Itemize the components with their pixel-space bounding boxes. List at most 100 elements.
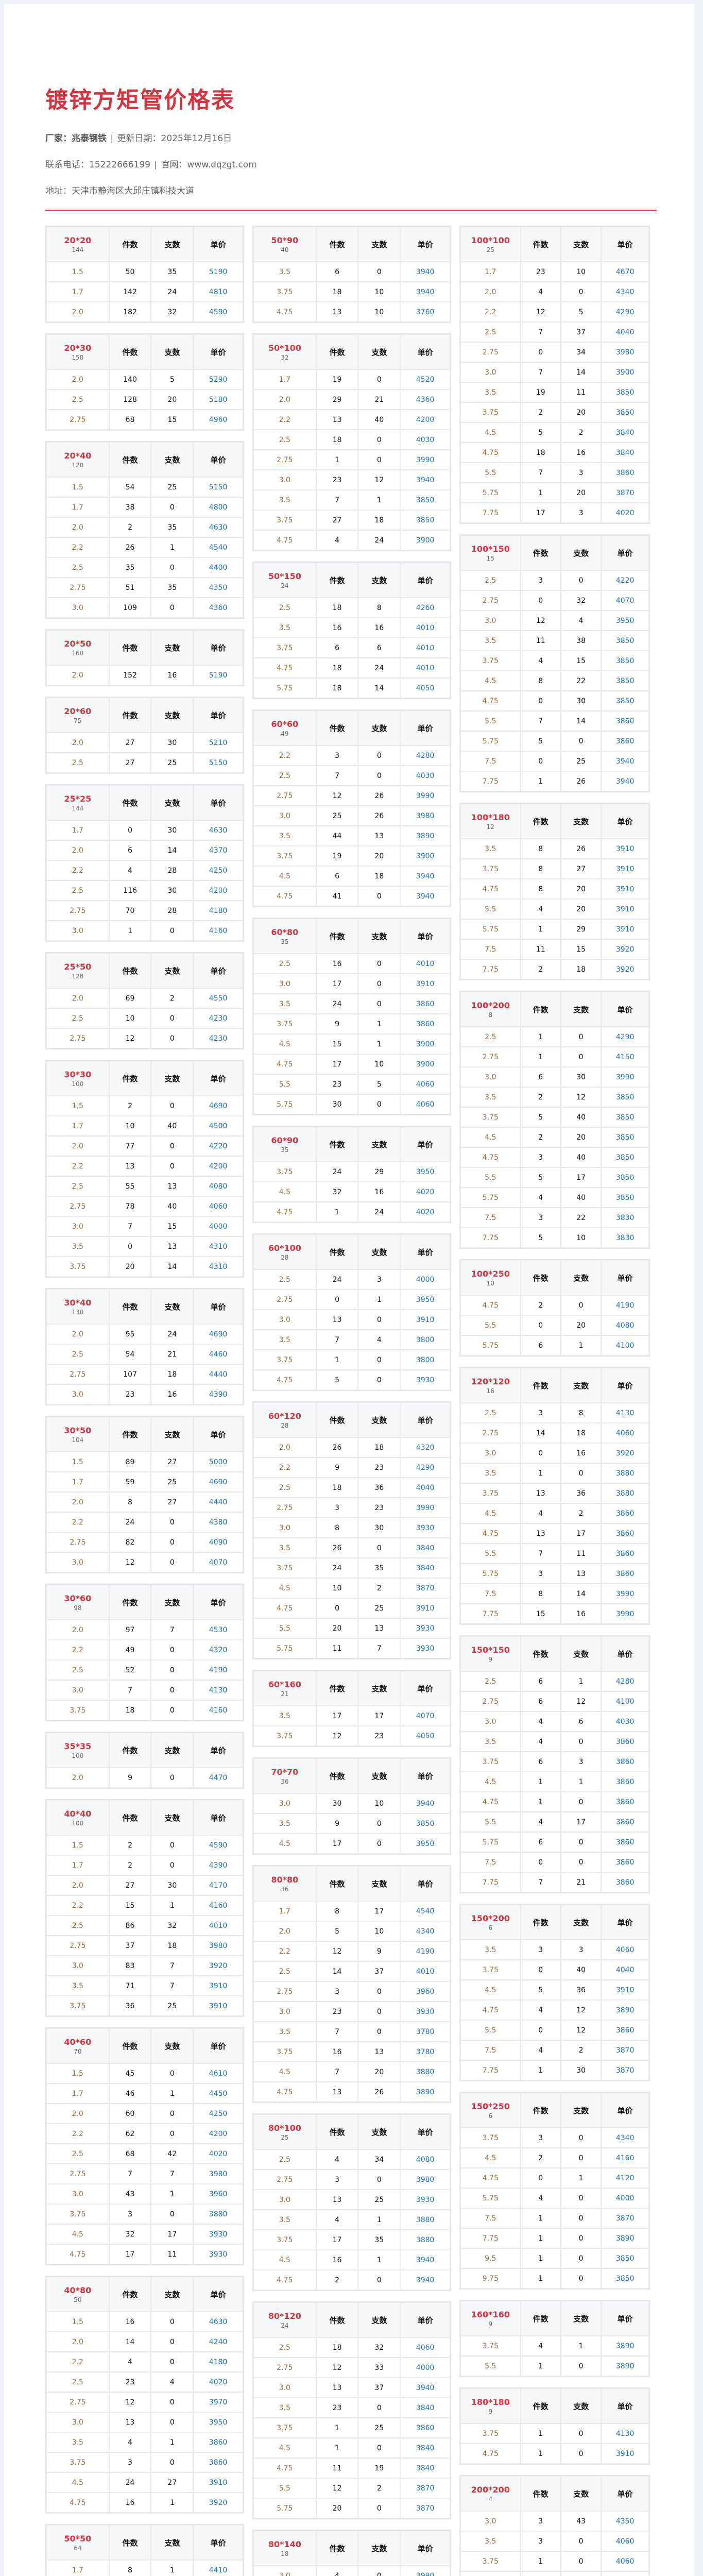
table-header-row: 160*160 9 件数 支数 单价 bbox=[461, 2301, 648, 2335]
sticks-cell: 2 bbox=[561, 1504, 601, 1523]
thickness-cell: 2.0 bbox=[254, 390, 316, 409]
table-row: 5.75 30 0 4060 bbox=[254, 1095, 450, 1114]
spec-table: 40*40 100 件数 支数 单价 1.5 2 0 4590 1.7 2 0 … bbox=[45, 1799, 244, 2017]
pieces-cell: 3 bbox=[316, 1498, 358, 1517]
sticks-header: 支数 bbox=[151, 1061, 193, 1095]
pieces-cell: 29 bbox=[316, 390, 358, 409]
price-cell: 3800 bbox=[401, 1330, 450, 1349]
price-cell: 3910 bbox=[602, 879, 648, 899]
table-row: 3.0 43 1 3960 bbox=[47, 2184, 243, 2204]
pieces-cell: 17 bbox=[316, 1706, 358, 1725]
pieces-cell: 17 bbox=[521, 503, 560, 522]
price-cell: 3840 bbox=[401, 2398, 450, 2417]
table-row: 7.75 15 16 3990 bbox=[461, 1604, 648, 1623]
sticks-cell: 3 bbox=[561, 1940, 601, 1959]
sticks-cell: 20 bbox=[561, 483, 601, 502]
price-cell: 3840 bbox=[602, 443, 648, 462]
table-row: 3.75 3 0 3880 bbox=[47, 2205, 243, 2224]
price-cell: 4390 bbox=[194, 1385, 243, 1404]
thickness-cell: 3.5 bbox=[254, 1330, 316, 1349]
site-link[interactable]: www.dqzgt.com bbox=[187, 160, 257, 170]
table-row: 2.75 51 35 4350 bbox=[47, 578, 243, 597]
sticks-cell: 13 bbox=[358, 1619, 400, 1638]
price-cell: 3890 bbox=[401, 2082, 450, 2102]
price-cell: 4060 bbox=[401, 1075, 450, 1094]
size-label: 80*140 bbox=[268, 2539, 301, 2549]
table-row: 2.75 3 0 3980 bbox=[254, 2170, 450, 2189]
sticks-cell: 24 bbox=[358, 531, 400, 550]
thickness-cell: 3.75 bbox=[461, 1752, 520, 1771]
pieces-cell: 24 bbox=[316, 1558, 358, 1578]
price-cell: 4260 bbox=[401, 598, 450, 617]
size-header: 30*40 130 bbox=[47, 1290, 109, 1324]
pieces-cell: 45 bbox=[109, 2064, 151, 2083]
table-row: 2.75 1 0 3990 bbox=[254, 450, 450, 469]
sticks-cell: 0 bbox=[561, 1027, 601, 1046]
price-header: 单价 bbox=[401, 335, 450, 369]
price-cell: 3950 bbox=[194, 2413, 243, 2432]
table-header-row: 100*150 15 件数 支数 单价 bbox=[461, 536, 648, 570]
thickness-cell: 3.75 bbox=[461, 2424, 520, 2443]
sticks-cell: 37 bbox=[561, 323, 601, 342]
table-row: 3.0 23 12 3940 bbox=[254, 470, 450, 489]
pieces-cell: 4 bbox=[521, 2041, 560, 2060]
thickness-cell: 5.5 bbox=[461, 1316, 520, 1335]
size-header: 25*50 128 bbox=[47, 954, 109, 988]
price-header: 单价 bbox=[602, 1637, 648, 1671]
pieces-cell: 26 bbox=[316, 1438, 358, 1457]
pieces-per-bundle: 98 bbox=[74, 1604, 82, 1612]
price-cell: 4370 bbox=[194, 841, 243, 860]
pieces-cell: 7 bbox=[316, 1330, 358, 1349]
price-cell: 4390 bbox=[194, 1856, 243, 1875]
sticks-cell: 22 bbox=[561, 1208, 601, 1227]
phone-number[interactable]: 15222666199 bbox=[89, 160, 150, 170]
pieces-cell: 27 bbox=[109, 1876, 151, 1895]
site-label: 官网： bbox=[161, 160, 187, 170]
pieces-cell: 23 bbox=[316, 1075, 358, 1094]
table-header-row: 20*20 144 件数 支数 单价 bbox=[47, 227, 243, 261]
pieces-header: 件数 bbox=[316, 1867, 358, 1901]
price-cell: 3850 bbox=[602, 1128, 648, 1147]
price-cell: 3860 bbox=[194, 2453, 243, 2472]
table-header-row: 150*250 6 件数 支数 单价 bbox=[461, 2093, 648, 2127]
spec-table: 70*70 36 件数 支数 单价 3.0 30 10 3940 3.5 9 0… bbox=[252, 1757, 451, 1855]
pieces-per-bundle: 35 bbox=[281, 938, 289, 945]
price-cell: 3910 bbox=[602, 839, 648, 858]
table-row: 2.5 24 3 4000 bbox=[254, 1270, 450, 1289]
table-row: 3.75 4 15 3850 bbox=[461, 651, 648, 670]
pieces-cell: 1 bbox=[521, 483, 560, 502]
pieces-cell: 68 bbox=[109, 410, 151, 429]
pieces-header: 件数 bbox=[109, 954, 151, 988]
price-cell: 4630 bbox=[194, 821, 243, 840]
price-header: 单价 bbox=[194, 443, 243, 477]
pieces-per-bundle: 9 bbox=[488, 1655, 493, 1663]
sticks-cell: 0 bbox=[561, 1833, 601, 1852]
thickness-cell: 3.75 bbox=[47, 2453, 109, 2472]
pieces-cell: 18 bbox=[109, 1701, 151, 1720]
pieces-cell: 12 bbox=[316, 2358, 358, 2377]
price-cell: 4630 bbox=[194, 518, 243, 537]
table-row: 3.0 30 10 3940 bbox=[254, 1794, 450, 1813]
pieces-cell: 1 bbox=[521, 1047, 560, 1066]
price-cell: 3860 bbox=[602, 1772, 648, 1791]
thickness-cell: 3.75 bbox=[254, 2418, 316, 2437]
table-row: 2.75 70 28 4180 bbox=[47, 901, 243, 920]
price-cell: 3840 bbox=[401, 2438, 450, 2458]
thickness-cell: 2.5 bbox=[47, 881, 109, 900]
spec-table: 60*60 49 件数 支数 单价 2.2 3 0 4280 2.5 7 0 4… bbox=[252, 709, 451, 907]
price-cell: 4670 bbox=[602, 262, 648, 281]
sticks-cell: 18 bbox=[358, 867, 400, 886]
sticks-cell: 28 bbox=[151, 901, 193, 920]
table-row: 3.0 6 30 3990 bbox=[461, 1067, 648, 1087]
pieces-cell: 1 bbox=[521, 772, 560, 791]
table-header-row: 30*50 104 件数 支数 单价 bbox=[47, 1417, 243, 1451]
sticks-cell: 20 bbox=[151, 390, 193, 409]
price-header: 单价 bbox=[194, 1733, 243, 1767]
size-label: 50*90 bbox=[271, 235, 299, 245]
sticks-cell: 0 bbox=[151, 1513, 193, 1532]
price-cell: 3850 bbox=[602, 383, 648, 402]
pieces-cell: 0 bbox=[316, 1290, 358, 1309]
table-row: 1.7 2 0 4390 bbox=[47, 1856, 243, 1875]
sticks-cell: 23 bbox=[358, 1458, 400, 1477]
sticks-cell: 40 bbox=[561, 1108, 601, 1127]
